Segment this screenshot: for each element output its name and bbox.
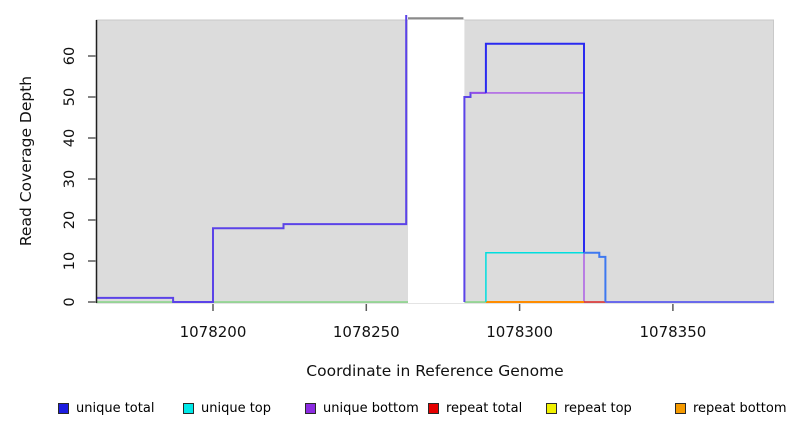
masked-region-band	[407, 20, 465, 303]
legend-swatch-icon	[305, 403, 316, 414]
legend-swatch-icon	[428, 403, 439, 414]
coverage-chart: 1078200 1078250 1078300 1078350 0 10 20 30 40 50 6…	[17, 15, 775, 380]
y-tick-label: 50	[62, 88, 78, 106]
x-tick-label: 1078350	[639, 323, 706, 341]
y-tick-label: 60	[62, 47, 78, 65]
legend-swatch-icon	[675, 403, 686, 414]
legend-label: unique bottom	[323, 401, 419, 416]
x-tick-label: 1078300	[486, 323, 553, 341]
series-stroke-unique-top-12-level	[485, 252, 584, 302]
legend-swatch-icon	[546, 403, 557, 414]
legend-label: repeat total	[446, 401, 523, 416]
legend-swatch-icon	[58, 403, 69, 414]
legend-label: repeat bottom	[693, 401, 787, 416]
series-stroke-unique-total-step-down	[584, 251, 607, 302]
series-stroke-unique-left-hump-blend	[96, 15, 408, 303]
legend-label: unique top	[201, 401, 272, 416]
y-tick-label: 30	[62, 170, 78, 188]
y-tick-label: 40	[62, 129, 78, 147]
legend-swatch-icon	[183, 403, 194, 414]
y-tick-label: 10	[62, 252, 78, 270]
legend-label: unique total	[76, 401, 155, 416]
y-tick-label: 0	[62, 297, 78, 306]
chart-legend: unique total unique top unique bottom repea…	[0, 398, 792, 422]
y-axis-title: Read Coverage Depth	[17, 76, 35, 246]
series-stroke-unique-total-peak-63	[484, 42, 585, 253]
y-tick-label: 20	[62, 211, 78, 229]
x-tick-label: 1078200	[180, 323, 247, 341]
x-axis-title: Coordinate in Reference Genome	[306, 362, 563, 380]
legend-label: repeat top	[564, 401, 632, 416]
x-tick-label: 1078250	[333, 323, 400, 341]
